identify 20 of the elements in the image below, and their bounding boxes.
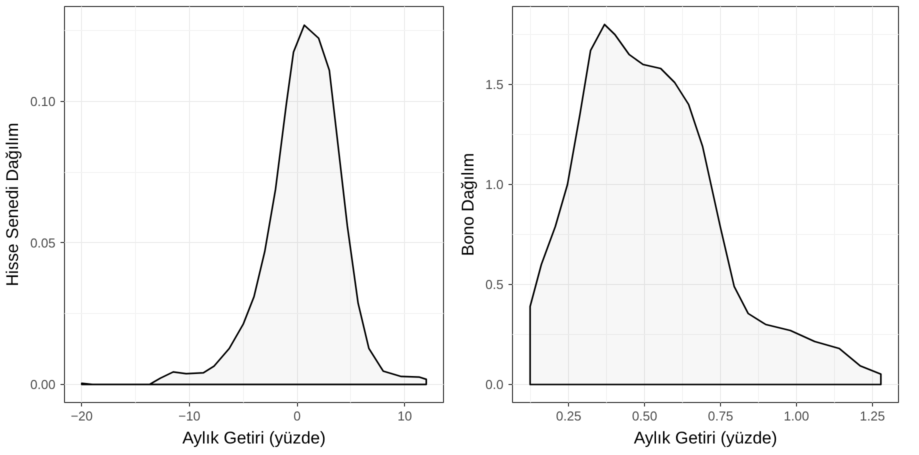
x-tick-label: 0.75 <box>708 408 734 424</box>
x-tick-label: −20 <box>70 408 93 424</box>
y-tick-label: 0.5 <box>485 277 504 292</box>
y-axis-title: Bono Dağılım <box>458 153 478 256</box>
y-tick-label: 0.05 <box>30 235 56 250</box>
x-tick-label: 0.50 <box>632 408 658 424</box>
x-axis-title: Aylık Getiri (yüzde) <box>634 428 778 448</box>
y-tick-label: 0.00 <box>30 376 56 392</box>
x-tick-label: 0 <box>293 408 301 424</box>
y-tick-label: 0.0 <box>485 377 504 392</box>
x-tick-label: 1.25 <box>860 408 886 424</box>
x-tick-label: 0.25 <box>556 408 582 424</box>
y-tick-label: 0.10 <box>30 94 56 110</box>
x-tick-label: −10 <box>178 408 200 424</box>
x-tick-label: 1.00 <box>784 408 810 424</box>
y-tick-label: 1.0 <box>485 177 504 192</box>
y-tick-label: 1.5 <box>485 77 504 92</box>
y-axis-title: Hisse Senedi Dağılım <box>3 122 22 286</box>
x-tick-label: 10 <box>398 408 412 424</box>
x-axis-title: Aylık Getiri (yüzde) <box>182 428 326 448</box>
